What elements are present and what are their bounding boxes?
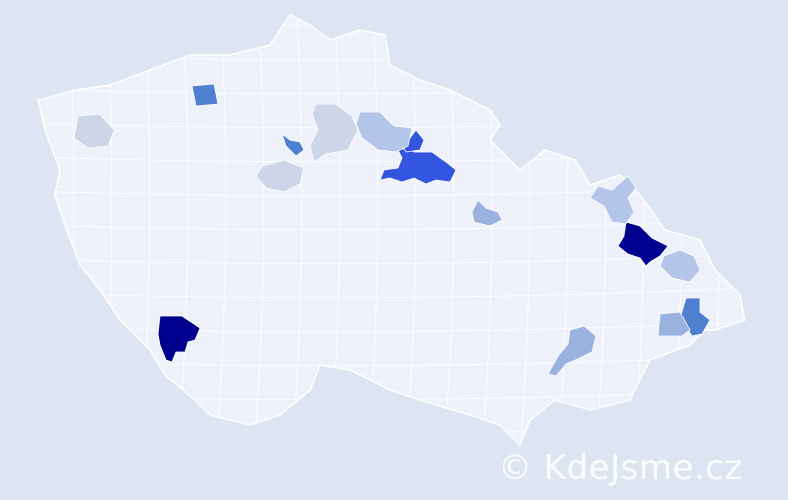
district-low[interactable] — [547, 325, 597, 377]
district-medium[interactable] — [281, 132, 305, 157]
district-lowest[interactable] — [73, 113, 115, 149]
country-outline — [37, 14, 746, 447]
district-low[interactable] — [657, 311, 691, 337]
district-lowest[interactable] — [255, 159, 305, 193]
district-lower[interactable] — [355, 111, 413, 153]
district-lower[interactable] — [589, 175, 637, 225]
district-low[interactable] — [471, 199, 503, 227]
district-lower[interactable] — [659, 249, 701, 283]
district-lowest[interactable] — [309, 103, 359, 163]
watermark: © KdeJsme.cz — [498, 448, 743, 488]
district-medium[interactable] — [191, 83, 219, 107]
district-highest[interactable] — [617, 221, 669, 267]
district-highest[interactable] — [157, 315, 201, 363]
district-high[interactable] — [379, 147, 457, 185]
